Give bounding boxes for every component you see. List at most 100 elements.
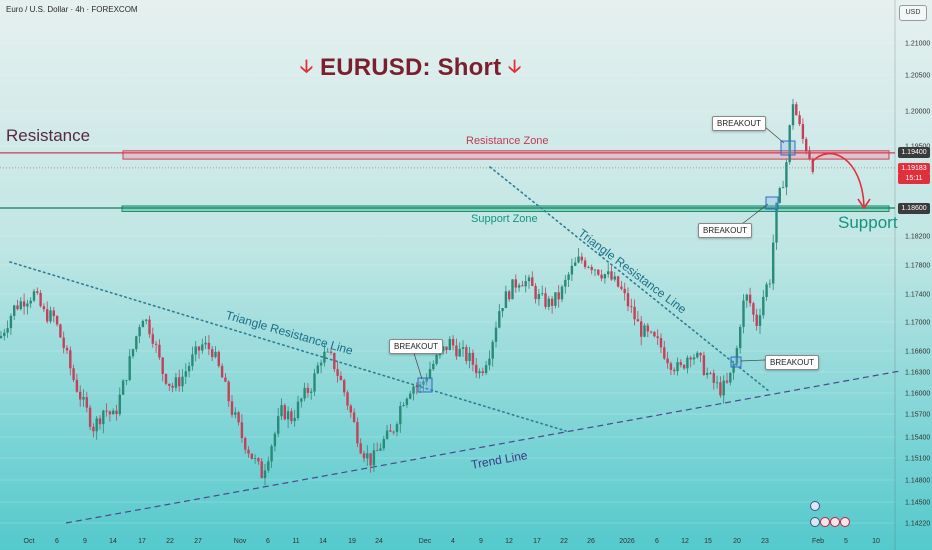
candle-body [174, 377, 178, 388]
candle-body [214, 351, 217, 358]
x-tick-label: 23 [761, 538, 769, 545]
candle-body [550, 298, 554, 306]
candle-body [211, 349, 214, 358]
breakout-box [780, 140, 796, 156]
triangle-resistance-line [9, 261, 567, 432]
y-tick-label: 1.14220 [905, 521, 930, 528]
breakout-box [417, 377, 433, 393]
candle-body [669, 363, 673, 370]
y-tick-label: 1.15100 [905, 456, 930, 463]
x-tick-label: 24 [375, 538, 383, 545]
candle-body [600, 274, 603, 279]
candle-body [616, 276, 620, 287]
candle-body [55, 316, 59, 325]
candle-body [204, 342, 207, 345]
candle-body [593, 269, 597, 271]
x-tick-label: 27 [194, 538, 202, 545]
candle-body [164, 373, 168, 384]
candle-body [300, 398, 303, 402]
candle-body [508, 291, 511, 300]
candle-body [16, 305, 19, 310]
candle-body [501, 308, 504, 312]
candle-body [719, 382, 722, 396]
down-arrow-icon: 🡣 [508, 56, 522, 76]
candle-body [359, 443, 362, 454]
candle-body [663, 347, 666, 359]
candle-body [504, 291, 508, 309]
candle-body [194, 346, 197, 355]
candle-body [808, 151, 811, 160]
candle-body [158, 344, 161, 358]
candle-body [422, 381, 425, 385]
candle-body [197, 346, 201, 351]
candle-body [260, 461, 263, 479]
candle-body [494, 327, 498, 342]
breakout-callout: BREAKOUT [698, 223, 753, 238]
candle-body [326, 351, 329, 353]
resistance-label: Resistance [6, 126, 91, 145]
event-marker-icon[interactable] [830, 517, 840, 527]
candle-body [108, 411, 112, 415]
candle-body [26, 303, 29, 307]
candle-body [75, 379, 79, 392]
event-marker-icon[interactable] [810, 501, 820, 511]
candle-body [49, 310, 52, 322]
candle-body [729, 372, 732, 383]
candle-body [772, 242, 775, 284]
x-tick-label: 15 [704, 538, 712, 545]
trend-line [65, 370, 901, 524]
candle-body [283, 405, 286, 420]
candle-body [435, 354, 438, 364]
candle-body [544, 293, 547, 307]
candle-body [217, 351, 220, 366]
candle-body [46, 309, 49, 322]
candle-body [673, 369, 676, 372]
candle-body [112, 410, 115, 415]
candle-body [333, 352, 336, 370]
breakout-callout: BREAKOUT [765, 355, 820, 370]
x-tick-label: Nov [234, 538, 247, 545]
candle-body [224, 377, 227, 382]
callout-leader [412, 349, 423, 380]
candle-body [451, 338, 455, 346]
candle-body [811, 159, 814, 172]
candle-body [29, 300, 32, 304]
candle-body [455, 345, 458, 357]
event-marker-icon[interactable] [810, 517, 820, 527]
x-tick-label: 12 [505, 538, 513, 545]
candle-body [425, 378, 428, 382]
candle-body [280, 405, 283, 417]
candle-body [785, 162, 788, 188]
y-tick-label: 1.17800 [905, 263, 930, 270]
candle-body [385, 430, 389, 439]
candle-body [432, 363, 435, 370]
candle-body [121, 380, 125, 395]
candle-body [682, 364, 686, 369]
y-tick-label: 1.20000 [905, 109, 930, 116]
candle-body [286, 411, 290, 420]
candle-body [72, 368, 75, 380]
candle-body [42, 306, 46, 310]
support-price-badge: 1.18600 [898, 203, 930, 214]
candle-body [630, 306, 633, 308]
currency-button[interactable]: USD [899, 5, 927, 21]
candle-body [187, 365, 191, 372]
event-marker-icon[interactable] [820, 517, 830, 527]
candle-body [712, 373, 715, 383]
y-tick-label: 1.15400 [905, 435, 930, 442]
candle-body [234, 412, 237, 415]
candle-body [319, 362, 323, 366]
candle-body [709, 372, 712, 374]
candle-body [798, 115, 801, 125]
candle-body [267, 461, 270, 471]
candle-body [22, 301, 26, 307]
candle-body [781, 187, 785, 189]
candle-body [13, 305, 16, 316]
candle-body [405, 398, 409, 406]
event-marker-icon[interactable] [840, 517, 850, 527]
resistance-zone-label: Resistance Zone [466, 135, 549, 147]
breakout-callout: BREAKOUT [389, 339, 444, 354]
candle-body [514, 279, 517, 288]
